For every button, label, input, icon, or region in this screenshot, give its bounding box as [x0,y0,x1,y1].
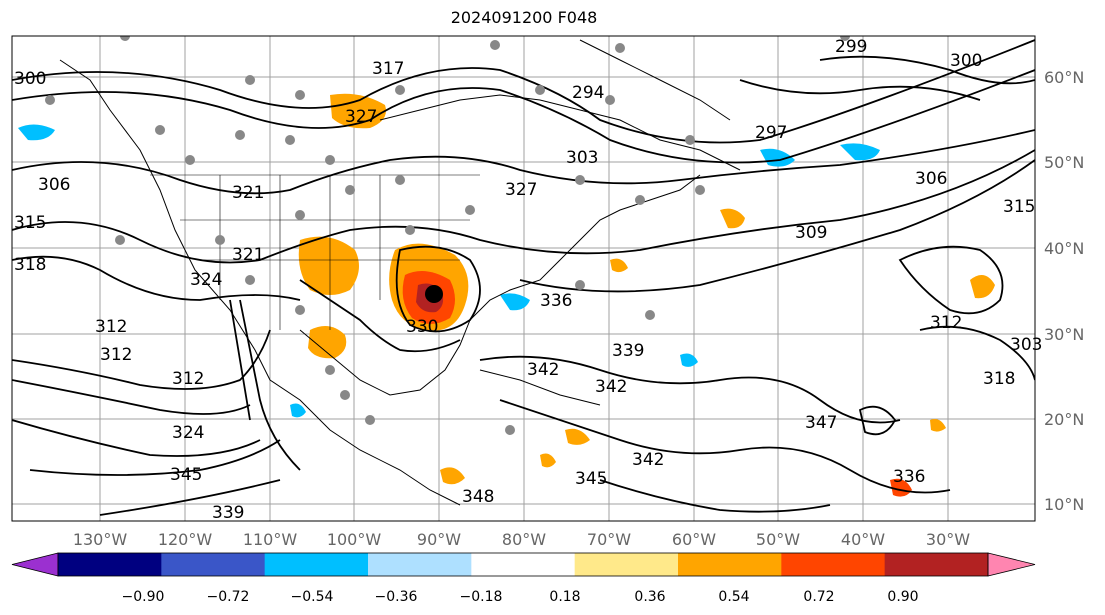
contour-label: 312 [172,369,204,389]
lon-label: 30°W [926,530,970,549]
contour-label: 347 [805,413,837,433]
colorbar-segment [574,553,679,576]
contour-label: 318 [14,255,46,275]
contour-label: 312 [95,317,127,337]
contour-label: 321 [232,183,264,203]
colorbar-tick: −0.18 [460,589,503,605]
colorbar-segment [264,553,369,576]
lon-label: 120°W [158,530,213,549]
lat-label: 40°N [1044,239,1084,258]
contour-label: 303 [566,148,598,168]
political-borders [150,174,480,330]
map-frame [11,35,1036,522]
contour-label: 342 [595,377,627,397]
coastlines [59,39,741,506]
latitude-labels: 60°N 50°N 40°N 30°N 20°N 10°N [1044,68,1084,514]
contour-label: 345 [575,469,607,489]
contour-label: 299 [835,37,867,57]
lat-label: 60°N [1044,68,1084,87]
contour-label: 324 [172,423,204,443]
colorbar-segment [161,553,266,576]
colorbar-tick: 0.36 [634,589,665,605]
contour-label: 294 [572,83,604,103]
contour-label: 336 [540,291,572,311]
colorbar-tick: 0.90 [887,589,918,605]
colorbar-segment [884,553,989,576]
contour-label: 321 [232,245,264,265]
contour-label: 345 [170,465,202,485]
lat-label: 30°N [1044,325,1084,344]
lon-label: 90°W [417,530,461,549]
contour-label: 306 [915,169,947,189]
colorbar-tick: 0.54 [718,589,749,605]
contour-label: 317 [372,59,404,79]
colorbar-segment [368,553,472,576]
contour-label: 315 [14,213,46,233]
lon-label: 130°W [73,530,128,549]
lon-label: 70°W [587,530,631,549]
colorbar-segment [471,553,576,576]
contour-label: 318 [983,369,1015,389]
contour-label: 300 [14,69,46,89]
lon-label: 40°W [841,530,885,549]
colorbar-tick: 0.72 [803,589,834,605]
lat-label: 50°N [1044,153,1084,172]
colorbar [11,552,1036,577]
contour-label: 327 [345,107,377,127]
contour-label: 306 [38,175,70,195]
station-dots [45,36,850,435]
contour-label: 312 [930,313,962,333]
contour-label: 300 [950,51,982,71]
lon-label: 60°W [672,530,716,549]
contour-lines [12,39,1035,516]
contour-label: 324 [190,270,222,290]
contour-label: 342 [632,450,664,470]
lat-label: 10°N [1044,495,1084,514]
contour-label: 339 [612,341,644,361]
colorbar-tick: −0.72 [207,589,250,605]
map-title: 2024091200 F048 [450,8,598,27]
lon-label: 110°W [243,530,298,549]
colorbar-tick: −0.54 [291,589,334,605]
colorbar-tick: −0.36 [375,589,418,605]
colorbar-segment [678,553,782,576]
colorbar-tick-labels: −0.90 −0.72 −0.54 −0.36 −0.18 0.18 0.36 … [122,589,919,605]
contour-label: 315 [1003,197,1035,217]
contour-label: 303 [1010,335,1042,355]
colorbar-extend-left [11,552,59,577]
contour-label: 297 [755,123,787,143]
colorbar-segment [58,553,162,576]
colorbar-extend-right [987,552,1036,577]
lon-label: 80°W [502,530,546,549]
contour-label: 336 [893,467,925,487]
contour-label: 348 [462,487,494,507]
lon-label: 50°W [756,530,800,549]
lon-label: 100°W [327,530,382,549]
contour-label: 312 [100,345,132,365]
contour-label: 339 [212,503,244,523]
contour-label: 327 [505,180,537,200]
contour-label: 330 [406,317,438,337]
colorbar-segment [781,553,886,576]
longitude-labels: 130°W 120°W 110°W 100°W 90°W 80°W 70°W 6… [73,530,970,549]
contour-label: 309 [795,223,827,243]
colorbar-tick: −0.90 [122,589,165,605]
contour-labels: 294 300 297 303 306 306 309 312 312 312 … [14,37,1042,523]
colorbar-tick: 0.18 [549,589,580,605]
contour-label: 342 [527,360,559,380]
hurricane-center-icon [425,285,443,303]
colorbar-outline [57,552,989,577]
lat-label: 20°N [1044,410,1084,429]
